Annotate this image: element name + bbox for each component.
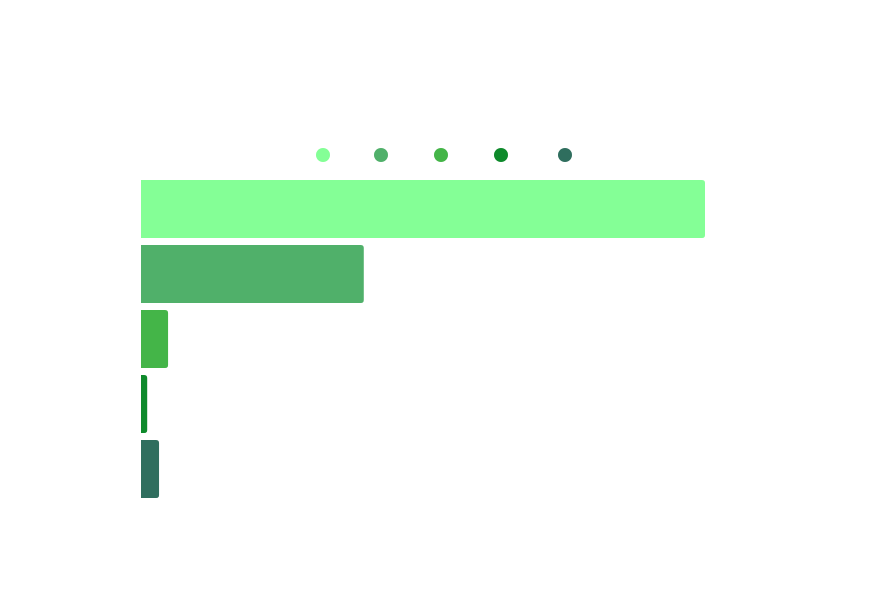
bar-5[interactable]: [141, 440, 160, 498]
bar-2[interactable]: [141, 245, 364, 303]
legend-marker-2[interactable]: [374, 148, 388, 162]
bar-1[interactable]: [141, 180, 705, 238]
legend-marker-1[interactable]: [316, 148, 330, 162]
bar-3[interactable]: [141, 310, 169, 368]
bars: [141, 180, 705, 498]
legend-marker-4[interactable]: [494, 148, 508, 162]
legend-marker-5[interactable]: [558, 148, 572, 162]
legend-marker-3[interactable]: [434, 148, 448, 162]
legend: [316, 148, 572, 162]
bar-4[interactable]: [141, 375, 148, 433]
